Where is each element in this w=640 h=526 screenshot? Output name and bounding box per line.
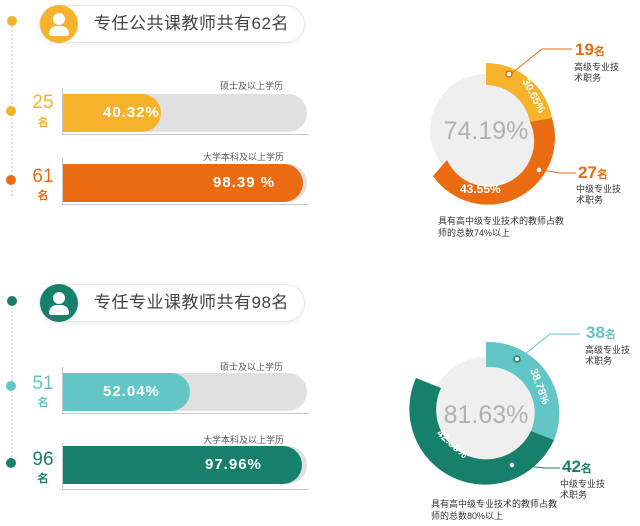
section-title: 专任专业课教师共有98名 bbox=[94, 293, 289, 312]
callout-number: 19名 bbox=[575, 40, 605, 59]
progress-track: 52.04% bbox=[63, 373, 307, 411]
bar-frame bbox=[62, 158, 309, 205]
donut-center-value: 81.63% bbox=[444, 401, 529, 429]
progress-track: 97.96% bbox=[63, 446, 307, 484]
callout-number: 38名 bbox=[586, 323, 616, 342]
timeline-dot bbox=[6, 381, 16, 391]
callout-label: 中级专业技术职务 bbox=[576, 184, 622, 205]
progress-fill bbox=[63, 164, 304, 202]
donut-center-disc bbox=[430, 74, 542, 186]
donut-segment-middle bbox=[433, 118, 555, 205]
count-unit: 名 bbox=[37, 190, 49, 202]
section-header: 专任专业课教师共有98名 bbox=[40, 284, 304, 322]
timeline-dot bbox=[6, 458, 16, 468]
percent-label: 40.32% bbox=[103, 104, 160, 121]
percent-label: 97.96% bbox=[205, 456, 262, 473]
person-silhouette-icon bbox=[40, 284, 78, 322]
callout-marker bbox=[513, 355, 521, 363]
bar-caption: 硕士及以上学历 bbox=[220, 362, 284, 372]
percent-label: 98.39 % bbox=[213, 174, 276, 191]
timeline-dot bbox=[7, 296, 17, 306]
callout-label: 高级专业技术职务 bbox=[585, 345, 631, 366]
donut-segment-senior bbox=[486, 341, 560, 440]
donut-note: 具有高中级专业技术的教师占教师的总数80%以上 bbox=[431, 499, 558, 521]
donut-note: 具有高中级专业技术的教师占教师的总数74%以上 bbox=[438, 216, 565, 238]
callout-number: 42名 bbox=[562, 457, 592, 476]
count-unit: 名 bbox=[37, 397, 49, 409]
count-number: 51 bbox=[32, 373, 54, 394]
bar-caption: 硕士及以上学历 bbox=[220, 81, 284, 91]
donut-chart: 81.63% 38.78% 42.86% bbox=[409, 333, 580, 485]
donut-chart: 74.19% 30.65% 43.55% bbox=[430, 48, 576, 205]
donut-segment-senior bbox=[486, 62, 552, 122]
count-number: 61 bbox=[32, 166, 54, 187]
bar-frame bbox=[62, 367, 309, 414]
count-number: 25 bbox=[32, 92, 54, 113]
progress-fill bbox=[63, 94, 162, 132]
person-silhouette-icon bbox=[40, 5, 78, 43]
donut-center-disc bbox=[430, 357, 542, 469]
count-unit: 名 bbox=[37, 117, 49, 129]
timeline-dot bbox=[7, 16, 17, 26]
callout-leader bbox=[511, 48, 572, 74]
progress-fill bbox=[63, 373, 190, 411]
progress-track: 98.39 % bbox=[63, 164, 307, 202]
section-header: 专任公共课教师共有62名 bbox=[40, 5, 304, 43]
callout-marker bbox=[508, 461, 516, 469]
bar-caption: 大学本科及以上学历 bbox=[203, 435, 285, 445]
percent-label: 52.04% bbox=[103, 383, 160, 400]
donut-segment-middle bbox=[409, 378, 554, 485]
callout-marker bbox=[535, 166, 543, 174]
count-number: 96 bbox=[32, 449, 54, 470]
segment-label: 43.55% bbox=[460, 182, 501, 196]
progress-fill bbox=[63, 446, 303, 484]
callout-leader bbox=[541, 169, 576, 174]
donut-center-value: 74.19% bbox=[444, 117, 529, 145]
callout-number: 27名 bbox=[578, 163, 608, 182]
section-title: 专任公共课教师共有62名 bbox=[94, 14, 289, 33]
bar-frame bbox=[62, 443, 309, 490]
progress-track: 40.32% bbox=[63, 94, 307, 132]
callout-leader bbox=[519, 333, 580, 359]
bar-frame bbox=[62, 88, 309, 135]
callout-label: 中级专业技术职务 bbox=[560, 479, 606, 500]
callout-leader bbox=[514, 464, 560, 469]
timeline-dot bbox=[6, 106, 16, 116]
callout-label: 高级专业技术职务 bbox=[574, 62, 620, 83]
count-unit: 名 bbox=[37, 473, 49, 485]
timeline-dot bbox=[6, 175, 16, 185]
bar-caption: 大学本科及以上学历 bbox=[203, 152, 285, 162]
callout-marker bbox=[505, 70, 513, 78]
